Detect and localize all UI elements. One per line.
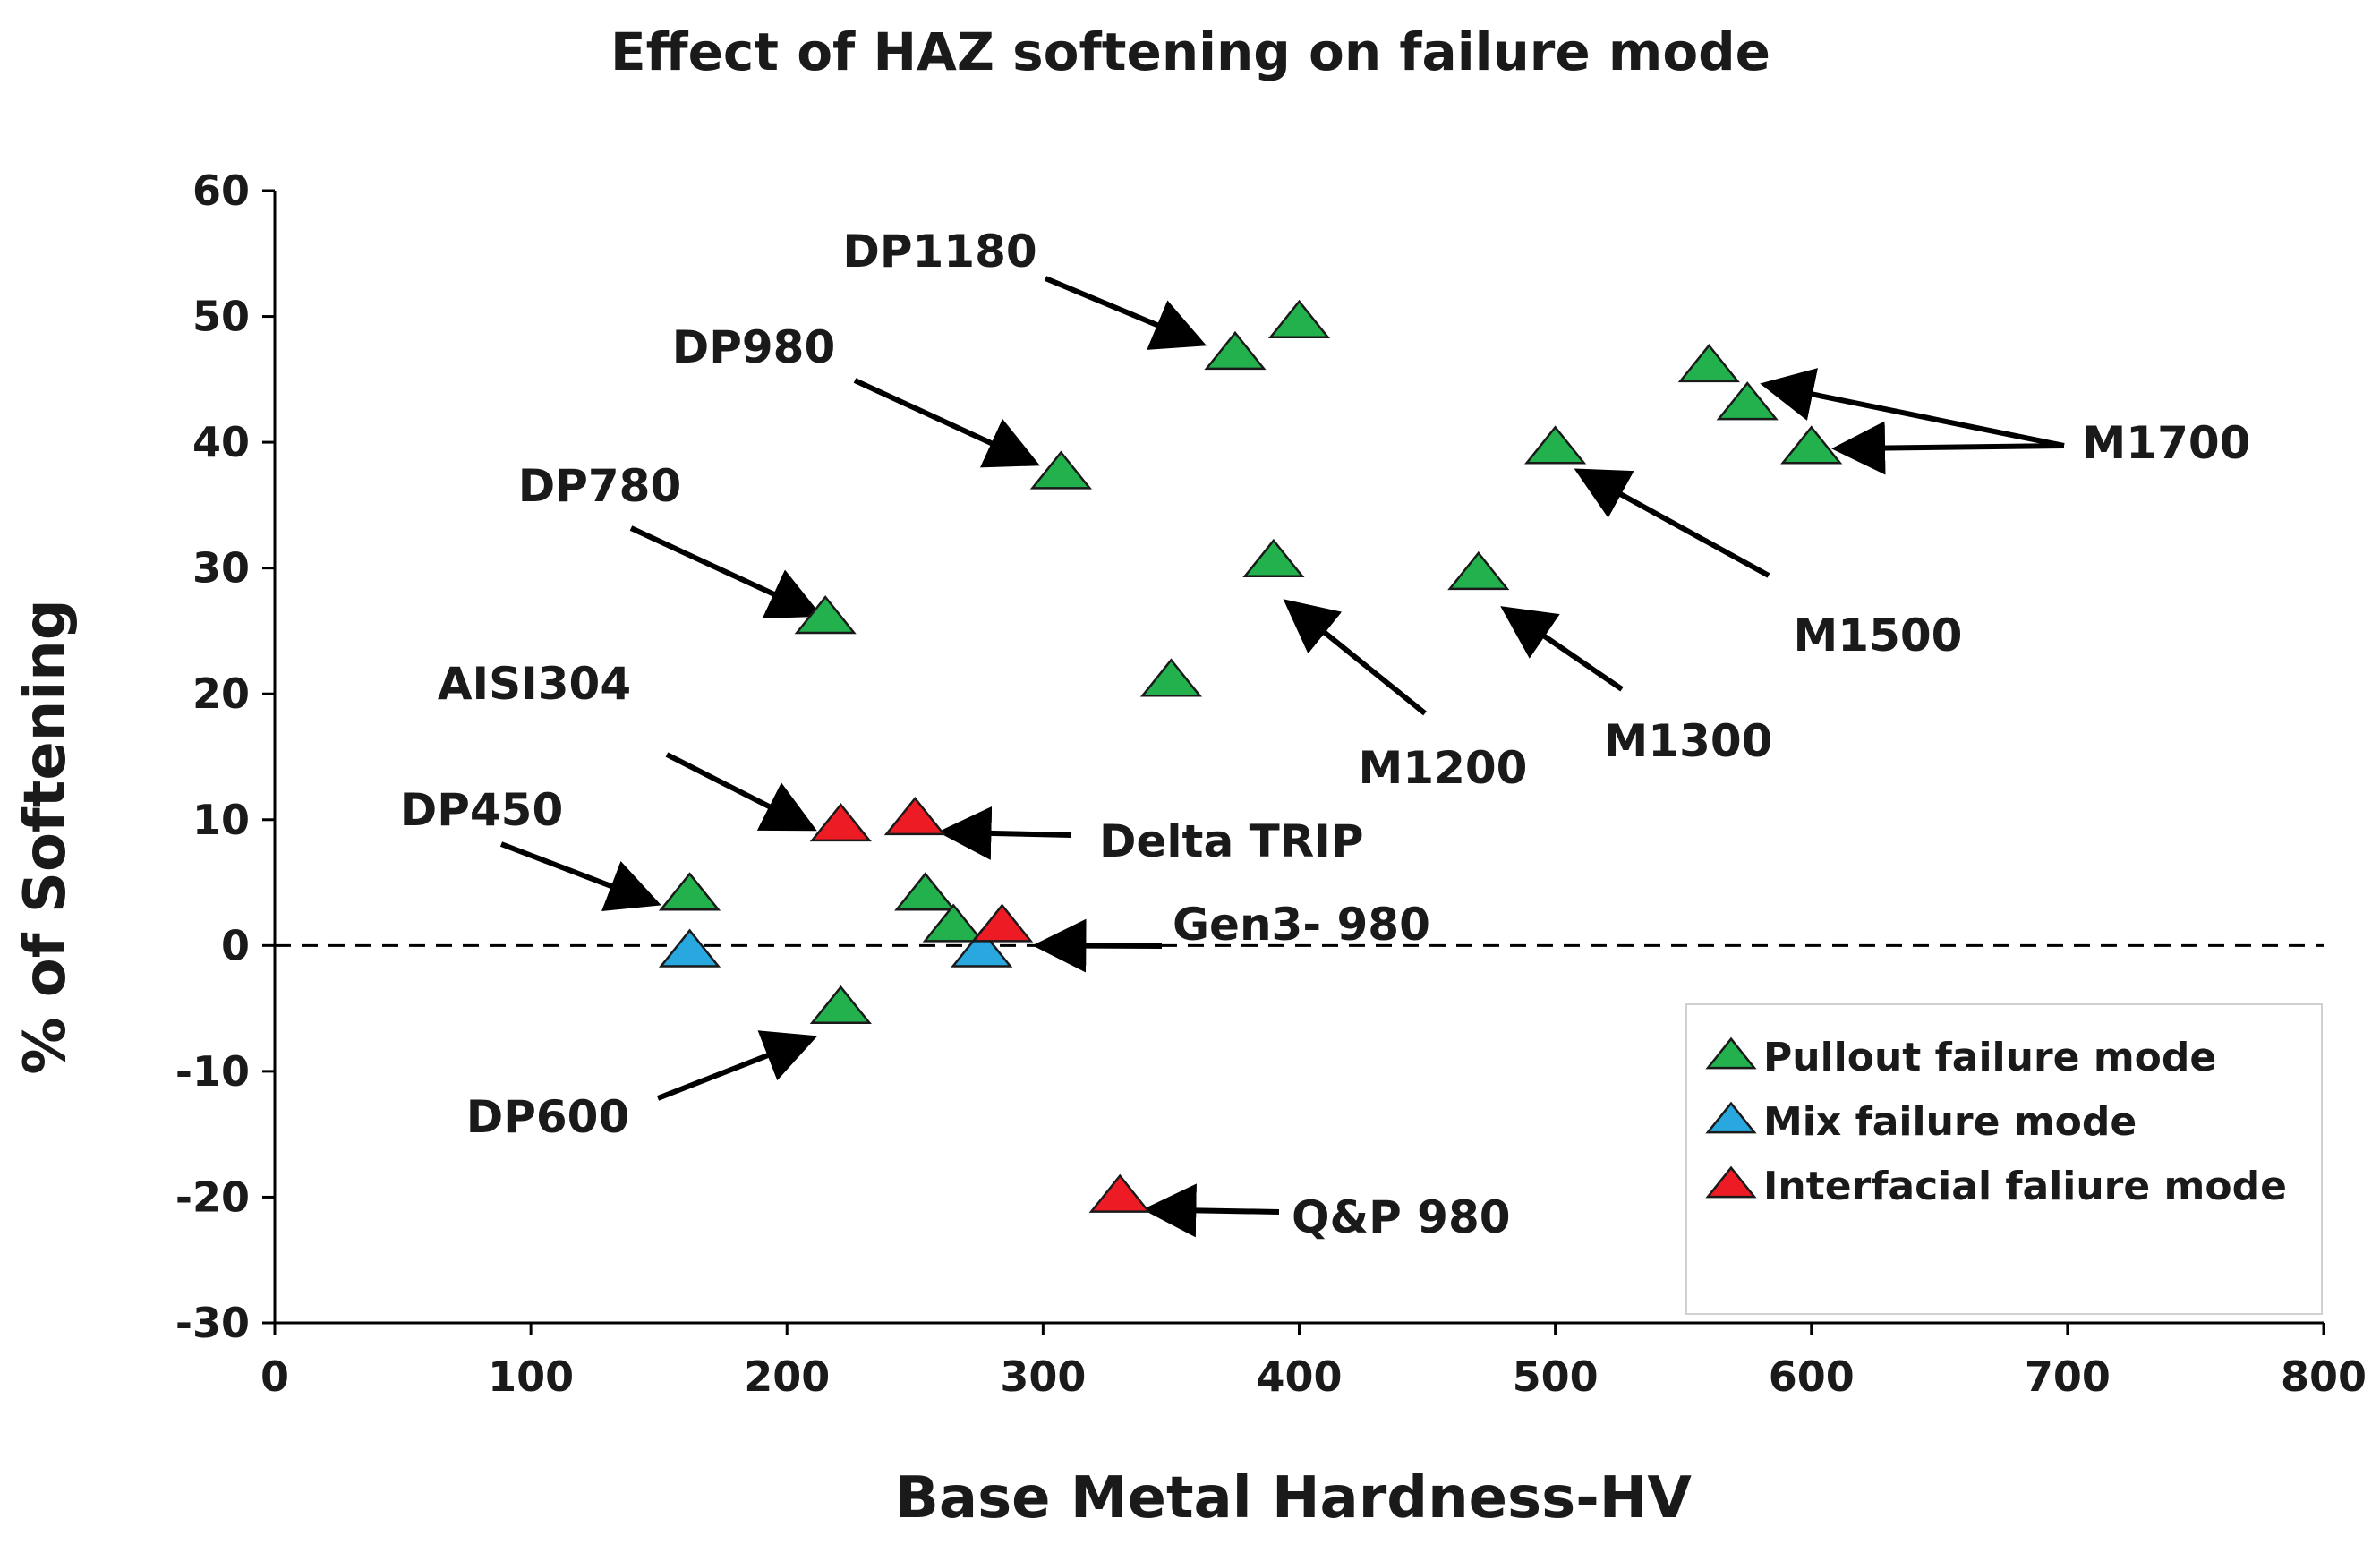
legend-box <box>1685 1003 2323 1315</box>
y-tick-label: 10 <box>192 796 250 844</box>
interfacial-point <box>1088 1173 1151 1213</box>
x-tick-label: 0 <box>260 1352 289 1401</box>
legend: Pullout failure mode Mix failure mode Inte… <box>1685 1003 2323 1315</box>
pullout-point <box>658 872 721 911</box>
pullout-point <box>1677 343 1740 383</box>
annotation-label: DP600 <box>466 1091 630 1143</box>
chart-title: Effect of HAZ softening on failure mode <box>610 21 1770 82</box>
pullout-point <box>794 595 857 635</box>
annotation-arrow <box>629 525 823 618</box>
annotation-arrow <box>1500 606 1624 692</box>
x-tick-label: 700 <box>2025 1352 2111 1401</box>
pullout-point <box>1447 550 1510 591</box>
legend-label-pullout: Pullout failure mode <box>1763 1035 2216 1080</box>
y-tick-label: -30 <box>175 1299 250 1347</box>
annotation-label: DP1180 <box>842 226 1036 277</box>
x-tick-label: 100 <box>488 1352 574 1401</box>
annotation-label: DP780 <box>518 460 682 512</box>
legend-label-interfacial: Interfacial faliure mode <box>1763 1164 2287 1209</box>
legend-marker-mix <box>1705 1101 1757 1134</box>
annotation-label: DP980 <box>672 321 836 373</box>
x-tick-label: 300 <box>1000 1352 1086 1401</box>
annotation-label: M1700 <box>2082 417 2251 469</box>
annotation-arrow <box>665 752 817 832</box>
annotation-label: Gen3- 980 <box>1173 899 1430 951</box>
legend-label-mix: Mix failure mode <box>1763 1099 2137 1145</box>
mix-point <box>658 928 721 968</box>
y-tick-label: 40 <box>192 418 250 466</box>
interfacial-point <box>809 802 872 842</box>
annotation-label: DP450 <box>400 784 564 836</box>
y-tick-label: 20 <box>192 670 250 718</box>
annotation-arrow <box>853 378 1040 468</box>
pullout-point <box>1780 425 1843 465</box>
pullout-point <box>1267 299 1331 338</box>
annotation-label: Q&P 980 <box>1292 1191 1511 1243</box>
annotation-arrow <box>656 1030 818 1101</box>
pullout-point <box>1242 538 1305 578</box>
y-tick-label: -20 <box>175 1173 250 1221</box>
pullout-point <box>894 872 957 911</box>
annotation-arrow <box>499 841 661 912</box>
annotation-arrow <box>1760 368 2065 448</box>
x-axis-title: Base Metal Hardness-HV <box>895 1465 1692 1531</box>
pullout-point <box>1204 330 1267 371</box>
annotation-label: Delta TRIP <box>1099 815 1363 867</box>
pullout-point <box>1139 658 1203 697</box>
x-tick-label: 400 <box>1256 1352 1342 1401</box>
annotation-arrow <box>1142 1183 1280 1238</box>
pullout-point <box>922 903 985 943</box>
data-points <box>658 299 1843 1213</box>
y-tick-label: 0 <box>221 921 250 969</box>
pullout-point <box>1716 381 1779 421</box>
y-tick-label: 30 <box>192 544 250 593</box>
mix-point <box>951 928 1013 968</box>
interfacial-point <box>970 903 1034 943</box>
y-tick-label: 60 <box>192 166 250 215</box>
annotation-label: M1300 <box>1604 715 1773 767</box>
x-tick-label: 500 <box>1513 1352 1599 1401</box>
y-tick-label: 50 <box>192 293 250 341</box>
annotation-arrow <box>1044 276 1207 350</box>
interfacial-point <box>883 796 946 836</box>
pullout-point <box>1029 450 1093 490</box>
x-tick-label: 600 <box>1769 1352 1855 1401</box>
annotation-arrow <box>1831 421 2065 475</box>
annotation-arrow <box>1574 468 1770 578</box>
annotation-label: AISI304 <box>438 658 631 710</box>
x-tick-label: 800 <box>2281 1352 2367 1401</box>
annotation-arrow <box>1283 599 1427 716</box>
y-tick-label: -10 <box>175 1047 250 1096</box>
annotation-arrow <box>937 806 1072 860</box>
annotation-label: M1500 <box>1794 610 1963 661</box>
x-tick-label: 200 <box>744 1352 830 1401</box>
legend-marker-interfacial <box>1705 1165 1757 1199</box>
annotation-label: M1200 <box>1359 742 1528 794</box>
legend-marker-pullout <box>1705 1036 1757 1070</box>
y-axis-title: % of Softening <box>13 599 79 1074</box>
pullout-point <box>1524 425 1587 465</box>
annotation-arrow <box>1032 918 1163 973</box>
pullout-point <box>809 985 872 1024</box>
